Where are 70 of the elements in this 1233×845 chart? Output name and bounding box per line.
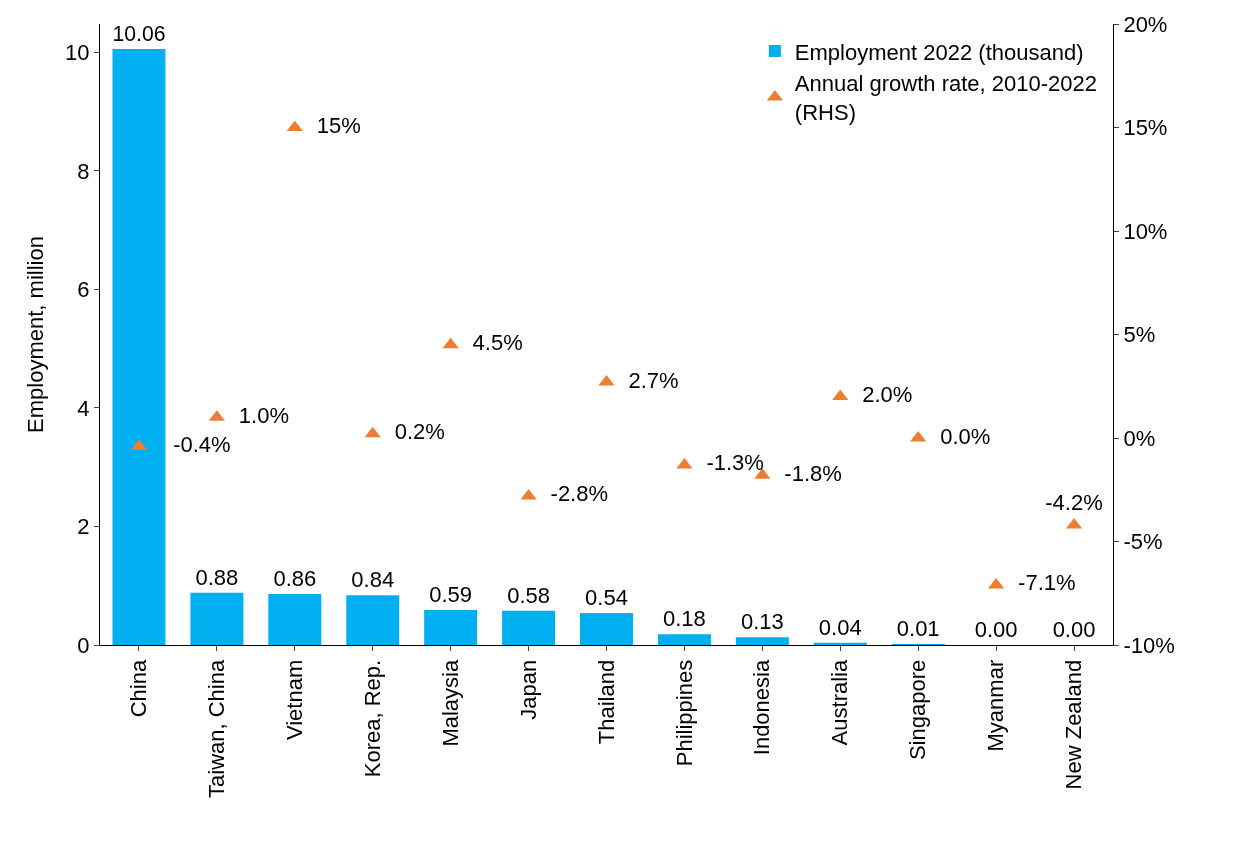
y2-tick-label: -5% — [1123, 529, 1163, 555]
point — [676, 457, 693, 469]
data-label: 0.86 — [273, 566, 317, 592]
x-tick-label: Singapore — [905, 659, 931, 761]
data-label: -1.3% — [694, 450, 764, 476]
point — [442, 337, 459, 349]
x-tick-label: Vietnam — [281, 659, 307, 741]
data-label: 0.00 — [974, 617, 1018, 642]
bar — [190, 592, 244, 645]
data-label: 0.01 — [896, 616, 940, 641]
data-label: -1.8% — [772, 460, 842, 486]
y2-tick-label: 20% — [1123, 11, 1168, 37]
y-tick-label: 0 — [77, 632, 90, 658]
point — [832, 389, 849, 401]
x-tick-label: New Zealand — [1061, 659, 1087, 790]
data-label: 0.13 — [740, 609, 784, 635]
x-tick-label: Japan — [515, 659, 541, 720]
x-tick-label: Taiwan, China — [204, 659, 230, 798]
data-label: 0.00 — [1052, 617, 1096, 642]
data-label: 0.54 — [585, 585, 628, 610]
y2-tick-label: 0% — [1123, 425, 1156, 451]
bar — [580, 613, 633, 645]
point — [364, 426, 381, 438]
data-label: 15% — [304, 113, 361, 138]
bar — [268, 594, 322, 645]
data-label: 0.59 — [429, 582, 473, 608]
data-label: 2.7% — [616, 367, 679, 393]
data-label: 4.5% — [460, 330, 523, 356]
bar — [735, 637, 789, 645]
y-axis-title: Employment, million — [22, 236, 48, 433]
x-tick-label: China — [126, 659, 152, 718]
y-tick-label: 8 — [77, 158, 90, 184]
data-label: -4.2% — [1045, 489, 1103, 515]
point — [988, 577, 1005, 589]
x-tick-label: Korea, Rep. — [359, 659, 385, 778]
point — [520, 488, 537, 500]
data-label: 0.58 — [507, 582, 550, 608]
data-label: 0.84 — [351, 567, 395, 593]
y-tick-label: 2 — [77, 514, 90, 540]
y2-tick-label: 10% — [1123, 218, 1168, 244]
x-tick-label: Myanmar — [983, 659, 1009, 752]
data-label: -7.1% — [1005, 570, 1076, 596]
y2-tick-label: 5% — [1123, 322, 1156, 348]
x-tick-label: Philippines — [671, 659, 697, 767]
x-tick-label: Malaysia — [437, 659, 463, 747]
bar — [112, 48, 166, 645]
data-label: 0.88 — [195, 564, 239, 590]
y2-tick-label: -10% — [1123, 632, 1175, 658]
bar — [424, 610, 478, 645]
data-label: 1.0% — [226, 402, 290, 428]
bar — [657, 634, 711, 645]
y-tick-label: 10 — [65, 40, 90, 66]
y2-tick-label: 15% — [1123, 115, 1168, 141]
legend-label: Employment 2022 (thousand) — [794, 39, 1084, 65]
y-tick-label: 6 — [77, 277, 90, 303]
y-tick-label: 4 — [77, 395, 90, 421]
bar — [502, 610, 556, 645]
data-label: 0.2% — [382, 419, 445, 445]
data-label: 2.0% — [850, 382, 913, 408]
legend-label: Annual growth rate, 2010-2022 (RHS) — [794, 71, 1097, 125]
data-label: -2.8% — [538, 481, 609, 507]
data-label: -0.4% — [148, 431, 231, 457]
data-label: 10.06 — [112, 22, 166, 46]
data-label: 0.0% — [927, 423, 991, 449]
bar — [346, 595, 400, 645]
data-label: 0.04 — [818, 614, 862, 640]
x-tick-label: Australia — [827, 659, 853, 746]
x-tick-label: Indonesia — [749, 659, 775, 756]
data-label: 0.18 — [663, 606, 706, 632]
x-tick-label: Thailand — [593, 659, 619, 745]
